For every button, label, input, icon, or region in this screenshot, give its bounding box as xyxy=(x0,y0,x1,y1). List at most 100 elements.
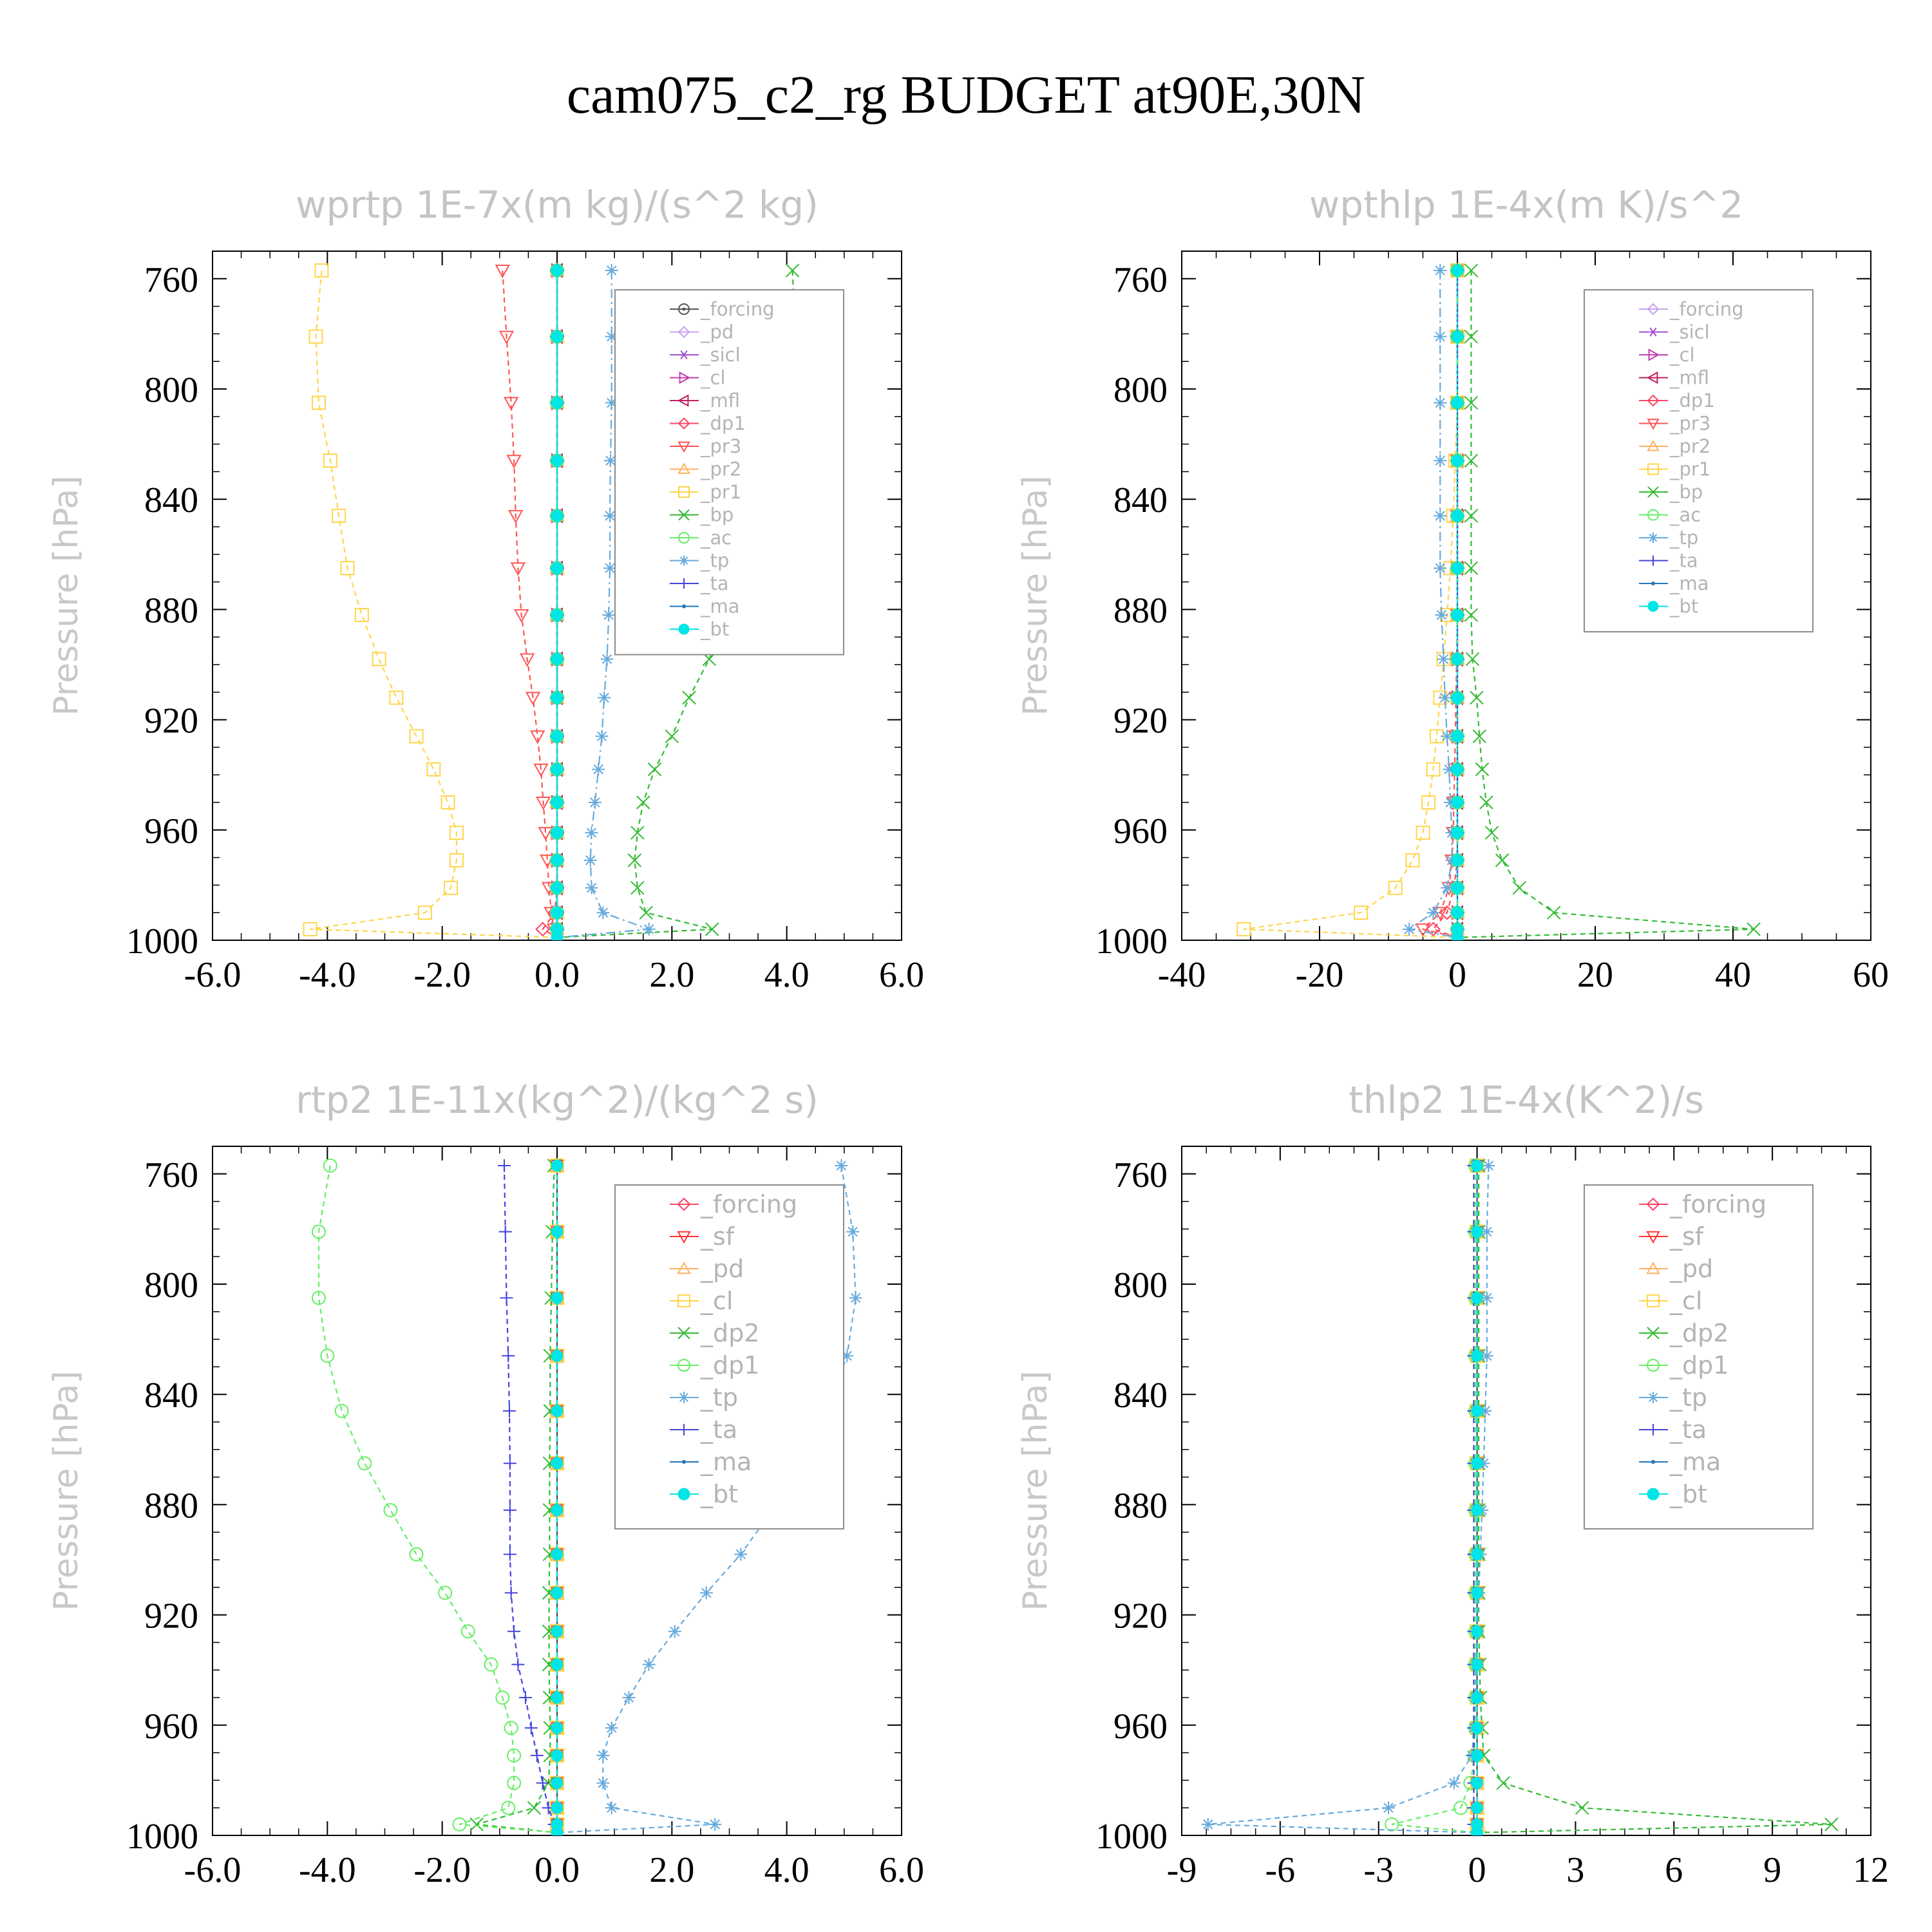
data-point xyxy=(1437,652,1450,666)
data-point xyxy=(1426,922,1441,937)
data-point xyxy=(1480,1225,1493,1238)
data-point xyxy=(551,1801,564,1814)
data-point xyxy=(495,1690,510,1705)
legend-marker xyxy=(1647,1359,1660,1372)
legend-marker xyxy=(1646,1261,1660,1274)
x-tick-label: 6 xyxy=(1665,1850,1683,1890)
legend-label: _bt xyxy=(700,1480,738,1508)
data-point xyxy=(1451,509,1464,522)
data-point xyxy=(551,1777,564,1790)
data-point xyxy=(498,330,515,345)
data-point xyxy=(1471,1826,1484,1835)
data-point xyxy=(603,454,617,468)
y-tick-label: 1000 xyxy=(1095,1817,1168,1857)
x-tick-label: 0.0 xyxy=(535,1850,580,1890)
x-tick-label: 12 xyxy=(1853,1850,1889,1890)
legend-marker xyxy=(1647,1392,1659,1403)
data-point xyxy=(357,1456,372,1471)
panel-2: wpthlp 1E-4x(m K)/s^2 Pressure [hPa] -40 -2… xyxy=(1016,183,1889,995)
data-point xyxy=(1472,729,1486,743)
x-tick-label: -4.0 xyxy=(299,955,356,995)
x-tick-label: 2.0 xyxy=(649,955,694,995)
x-tick-label: 4.0 xyxy=(764,1850,810,1890)
data-point xyxy=(551,931,564,940)
data-point xyxy=(1454,1801,1468,1815)
x-tick-label: 6.0 xyxy=(879,955,924,995)
legend-label: _ta xyxy=(700,573,729,594)
legend-item: _pd xyxy=(670,321,734,343)
legend-item: _pr1 xyxy=(670,481,741,503)
data-point xyxy=(535,922,551,937)
data-point xyxy=(389,690,404,705)
legend-item: _pr3 xyxy=(670,435,741,457)
figure-title: cam075_c2_rg BUDGET at90E,30N xyxy=(567,65,1365,125)
data-point xyxy=(507,1776,522,1790)
data-point xyxy=(1438,691,1452,705)
data-point xyxy=(1440,881,1454,895)
y-tick-label: 1000 xyxy=(126,1817,198,1857)
panel-3: rtp2 1E-11x(kg^2)/(kg^2 s) Pressure [hPa]… xyxy=(47,1078,924,1890)
data-point xyxy=(1496,1776,1511,1790)
legend-label: _pr1 xyxy=(1669,459,1710,480)
series-line xyxy=(556,1165,857,1833)
legend-label: _cl xyxy=(700,367,726,389)
y-tick-label: 880 xyxy=(1113,1486,1168,1526)
legend-label: _ma xyxy=(700,1448,752,1476)
data-point xyxy=(551,1625,564,1638)
legend-item: _ta xyxy=(670,1416,737,1444)
data-point xyxy=(460,1624,475,1639)
legend-label: _tp xyxy=(1669,1383,1707,1412)
legend-label: _forcing xyxy=(700,1190,797,1218)
data-point xyxy=(551,1405,564,1417)
data-point xyxy=(605,263,618,277)
data-point xyxy=(551,763,564,776)
data-point xyxy=(840,1349,854,1363)
x-tick-label: -9 xyxy=(1167,1850,1197,1890)
x-tick-label: -40 xyxy=(1158,955,1206,995)
data-point xyxy=(1451,652,1464,665)
legend-label: _pd xyxy=(1669,1255,1713,1283)
data-point xyxy=(596,1748,610,1762)
legend-item: _forcing xyxy=(670,1190,797,1218)
data-point xyxy=(504,1586,518,1600)
y-tick-label: 880 xyxy=(144,1486,198,1526)
data-point xyxy=(1451,931,1464,940)
panel-title: wprtp 1E-7x(m kg)/(s^2 kg) xyxy=(296,183,819,227)
x-tick-label: 0.0 xyxy=(535,955,580,995)
data-point xyxy=(501,1801,516,1815)
data-point xyxy=(311,1224,326,1239)
series-bt xyxy=(551,1159,564,1835)
x-tick-label: 4.0 xyxy=(764,955,810,995)
legend-marker xyxy=(677,326,690,338)
legend-item: _cl xyxy=(670,1287,733,1315)
data-point xyxy=(551,691,564,704)
data-point xyxy=(1451,264,1464,277)
data-point xyxy=(303,922,317,936)
legend-marker xyxy=(677,1261,691,1274)
data-point xyxy=(708,1817,722,1831)
legend-item: _cl xyxy=(670,367,726,389)
legend-label: _dp1 xyxy=(1669,1351,1728,1379)
data-point xyxy=(323,453,337,468)
plot-area xyxy=(1201,1157,1839,1835)
legend-item: _ma xyxy=(670,596,740,618)
data-point xyxy=(1480,1291,1493,1305)
x-tick-label: -3 xyxy=(1363,1850,1394,1890)
data-point xyxy=(600,652,614,666)
data-point xyxy=(507,1625,521,1638)
data-point xyxy=(1471,1658,1484,1671)
series-line xyxy=(1391,1165,1477,1833)
legend-item: _pr2 xyxy=(1639,435,1710,457)
legend: _forcing_sicl_cl_mfl_dp1_pr3_pr2_pr1_bp_… xyxy=(1584,289,1814,632)
data-point xyxy=(1434,396,1447,410)
legend-item: _dp1 xyxy=(670,1351,759,1379)
legend-item: _bt xyxy=(1639,596,1698,618)
legend-label: _ac xyxy=(700,527,732,549)
legend-item: _forcing xyxy=(1639,1190,1766,1218)
legend-label: _forcing xyxy=(700,298,775,320)
legend-label: _pr3 xyxy=(1669,413,1710,435)
data-point xyxy=(1382,1801,1395,1815)
data-point xyxy=(551,882,564,895)
data-point xyxy=(1475,762,1490,777)
